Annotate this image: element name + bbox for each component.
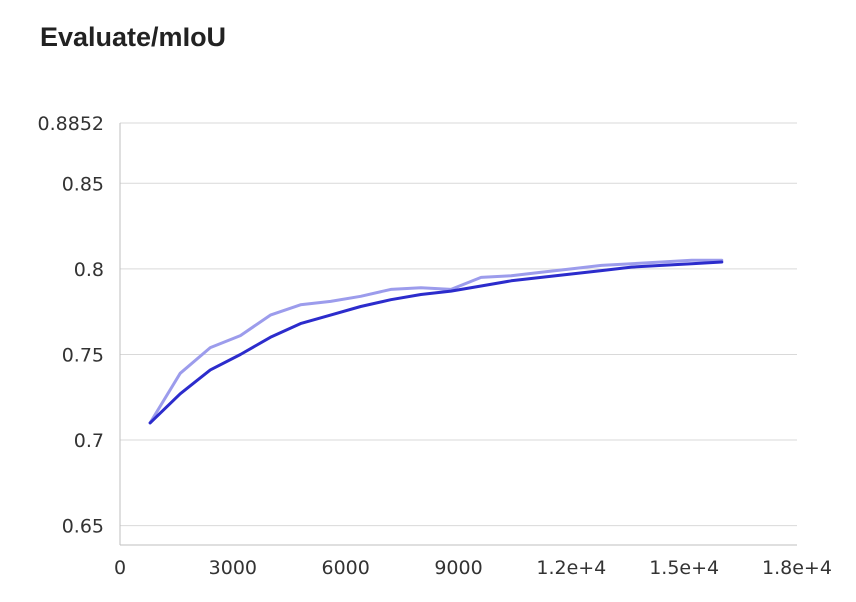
x-tick-label: 1.5e+4 xyxy=(649,557,719,579)
y-tick-label: 0.8 xyxy=(74,259,104,281)
y-tick-label: 0.65 xyxy=(62,516,104,538)
y-tick-label: 0.7 xyxy=(74,430,104,452)
x-tick-label: 6000 xyxy=(321,557,369,579)
chart-title: Evaluate/mIoU xyxy=(40,22,227,52)
x-tick-label: 0 xyxy=(114,557,126,579)
y-tick-label: 0.75 xyxy=(62,344,104,366)
series-line-1 xyxy=(148,258,724,425)
x-tick-label: 1.8e+4 xyxy=(762,557,832,579)
x-tick-label: 1.2e+4 xyxy=(536,557,606,579)
x-tick-label: 9000 xyxy=(434,557,482,579)
x-tick-label: 3000 xyxy=(209,557,257,579)
y-tick-label: 0.8852 xyxy=(38,113,104,135)
y-tick-label: 0.85 xyxy=(62,173,104,195)
series-line-2 xyxy=(148,260,724,425)
